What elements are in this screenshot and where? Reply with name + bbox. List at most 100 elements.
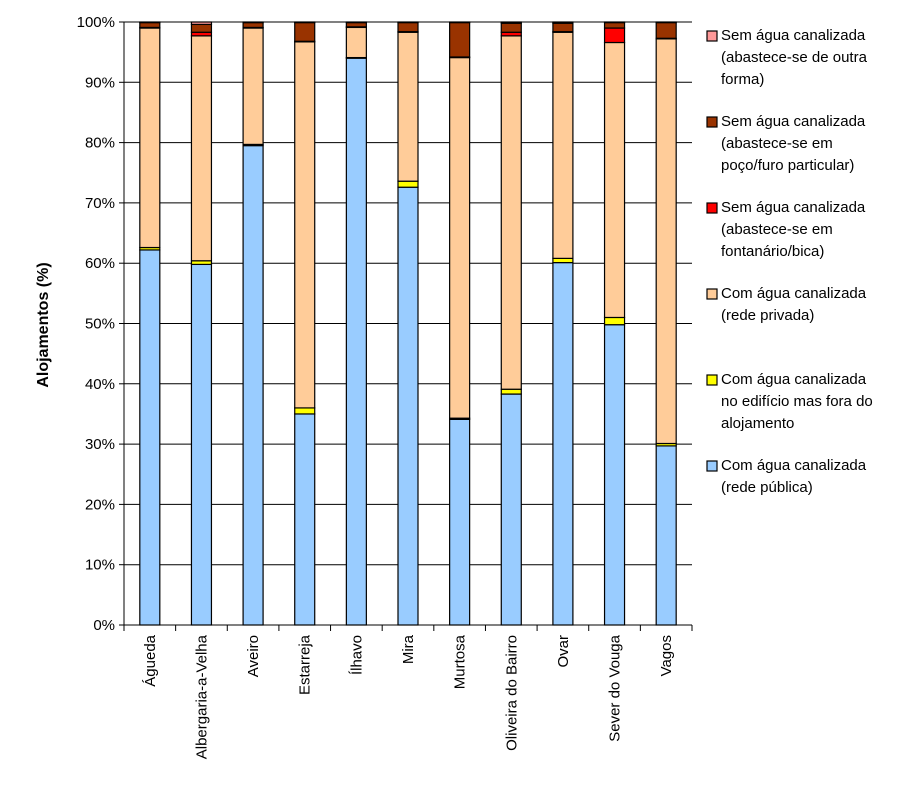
bar-segment bbox=[603, 22, 626, 29]
legend-swatch bbox=[706, 460, 718, 472]
legend-label-line: poço/furo particular) bbox=[721, 157, 854, 174]
x-tick-label: Albergaria-a-Velha bbox=[193, 634, 210, 759]
y-tick-label: 30% bbox=[85, 436, 115, 453]
legend-label-line: Sem água canalizada bbox=[721, 27, 866, 44]
bar-segment bbox=[552, 31, 574, 259]
x-tick-label: Sever do Vouga bbox=[607, 634, 624, 741]
bar-segment bbox=[345, 22, 367, 28]
bar-segment bbox=[655, 22, 677, 39]
legend-label-line: (abastece-se em bbox=[721, 135, 833, 152]
y-tick-label: 80% bbox=[85, 135, 115, 152]
legend-label-line: (rede privada) bbox=[721, 307, 814, 324]
legend: Sem água canalizada (abastece-se de outra… bbox=[706, 27, 873, 496]
bar-segment bbox=[242, 145, 264, 626]
bar-segment bbox=[500, 22, 522, 33]
legend-label-line: forma) bbox=[721, 71, 764, 88]
bar-segment bbox=[500, 21, 522, 24]
bar-segment bbox=[552, 261, 574, 626]
legend-label-line: Com água canalizada bbox=[721, 371, 867, 388]
bar-segment bbox=[500, 393, 522, 626]
legend-label: Sem água canalizada (abastece-se em poço/f… bbox=[721, 113, 866, 174]
bar-segment bbox=[345, 21, 367, 24]
axes bbox=[119, 21, 693, 631]
x-tick-label: Ovar bbox=[555, 635, 572, 668]
y-tick-label: 40% bbox=[85, 376, 115, 393]
bar-segment bbox=[190, 263, 213, 626]
bar-segment bbox=[139, 21, 161, 24]
y-tick-label: 70% bbox=[85, 195, 115, 212]
bar-segment bbox=[139, 27, 161, 249]
bar-segment bbox=[397, 21, 419, 24]
y-tick-label: 60% bbox=[85, 255, 115, 272]
legend-entry: Sem água canalizada (abastece-se em poço/f… bbox=[706, 113, 866, 174]
x-tick-label: Estarreja bbox=[297, 634, 314, 695]
legend-entry: Com água canalizada (rede privada) bbox=[706, 285, 867, 324]
x-tick-label: Aveiro bbox=[245, 635, 262, 677]
bar-segment bbox=[603, 21, 626, 24]
y-tick-label: 0% bbox=[93, 617, 115, 634]
bar-segment bbox=[603, 324, 626, 626]
bar-segment bbox=[397, 22, 419, 33]
legend-label: Com água canalizada (rede privada) bbox=[721, 285, 867, 324]
bar-segment bbox=[603, 41, 626, 319]
bar-segment bbox=[345, 26, 367, 59]
bar-segment bbox=[345, 57, 367, 626]
y-tick-label: 20% bbox=[85, 496, 115, 513]
bar-segment bbox=[294, 21, 316, 24]
bar-segment bbox=[190, 35, 213, 262]
bar-segment bbox=[603, 27, 626, 44]
legend-swatch bbox=[706, 30, 718, 42]
bars bbox=[139, 21, 677, 626]
legend-swatch bbox=[706, 116, 718, 128]
bar-segment bbox=[449, 418, 471, 626]
y-tick-label: 100% bbox=[77, 14, 115, 31]
bar-segment bbox=[190, 23, 213, 33]
x-tick-label: Ílhavo bbox=[348, 635, 365, 675]
legend-swatch bbox=[706, 202, 718, 214]
legend-label-line: alojamento bbox=[721, 415, 794, 432]
legend-label: Sem água canalizada (abastece-se de outra… bbox=[721, 27, 868, 88]
legend-entry: Com água canalizada no edifício mas fora … bbox=[706, 371, 873, 432]
y-axis-label: Alojamentos (%) bbox=[35, 262, 52, 387]
bar-segment bbox=[655, 38, 677, 445]
y-tick-labels: 0% 10% 20% 30% 40% 50% 60% 70% 80% 90% 100% bbox=[77, 14, 115, 634]
bar-segment bbox=[552, 22, 574, 33]
bar-segment bbox=[397, 31, 419, 182]
legend-swatch bbox=[706, 374, 718, 386]
y-tick-label: 90% bbox=[85, 74, 115, 91]
legend-label-line: no edifício mas fora do bbox=[721, 393, 873, 410]
bar-segment bbox=[294, 22, 316, 42]
bar-segment bbox=[190, 21, 213, 26]
legend-label: Sem água canalizada (abastece-se em fontan… bbox=[721, 199, 866, 260]
bar-segment bbox=[294, 41, 316, 409]
y-tick-label: 10% bbox=[85, 557, 115, 574]
legend-label-line: Com água canalizada bbox=[721, 457, 867, 474]
bar-segment bbox=[294, 413, 316, 626]
legend-label-line: (abastece-se de outra bbox=[721, 49, 868, 66]
legend-label-line: (rede pública) bbox=[721, 479, 813, 496]
bar-segment bbox=[242, 22, 264, 29]
bar-segment bbox=[397, 180, 419, 188]
bar-segment bbox=[449, 56, 471, 419]
bar-segment bbox=[397, 186, 419, 626]
bar-segment bbox=[139, 249, 161, 626]
bar-segment bbox=[449, 22, 471, 58]
bar-segment bbox=[139, 22, 161, 29]
legend-label-line: (abastece-se em bbox=[721, 221, 833, 238]
legend-entry: Sem água canalizada (abastece-se de outra… bbox=[706, 27, 868, 88]
legend-label-line: Com água canalizada bbox=[721, 285, 867, 302]
bar-segment bbox=[552, 21, 574, 24]
bar-segment bbox=[242, 27, 264, 146]
legend-label-line: Sem água canalizada bbox=[721, 113, 866, 130]
bar-segment bbox=[655, 445, 677, 626]
bar-segment bbox=[655, 21, 677, 24]
x-tick-label: Oliveira do Bairro bbox=[503, 635, 520, 751]
x-tick-label: Águeda bbox=[142, 634, 159, 686]
bar-segment bbox=[294, 407, 316, 415]
bar-segment bbox=[242, 21, 264, 24]
bar-segment bbox=[552, 257, 574, 264]
legend-label: Com água canalizada no edifício mas fora … bbox=[721, 371, 873, 432]
x-tick-label: Vagos bbox=[658, 635, 675, 676]
bar-segment bbox=[449, 21, 471, 24]
